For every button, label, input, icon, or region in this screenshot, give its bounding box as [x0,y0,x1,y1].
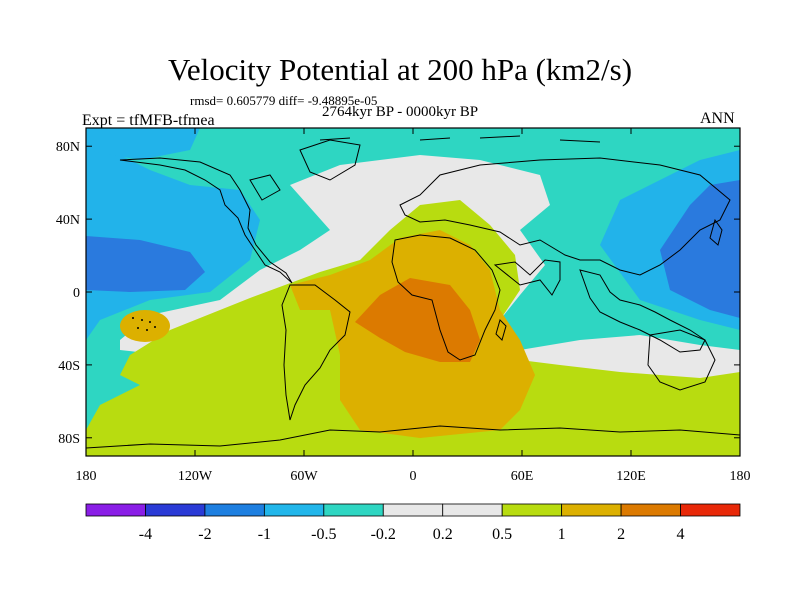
colorbar-label: 0.5 [492,526,512,543]
plot-title: Velocity Potential at 200 hPa (km2/s) [167,52,633,87]
colorbar-label: -2 [198,526,211,543]
colorbar-box [680,503,741,517]
colorbar-box [561,503,622,517]
colorbar-label: -0.5 [311,526,336,543]
lat-tick-label: 80S [58,432,80,447]
colorbar-label: 0.2 [433,526,453,543]
coast-arctic-islands [319,135,601,143]
lat-tick-label: 80N [56,140,80,155]
lon-tick-label: 60E [511,469,534,484]
colorbar-labels: -4 -2 -1 -0.5 -0.2 0.2 0.5 1 2 4 [139,526,685,543]
colorbar-box [323,503,384,517]
stipple-dots [132,317,156,331]
coast-africa [391,234,501,361]
lat-tick-label: 40S [58,359,80,374]
coast-hudson [249,174,281,201]
coast-australia [647,329,716,391]
lon-tick-label: 120W [178,469,213,484]
colorbar-boxes [85,503,741,517]
coast-arabia-india [493,259,561,296]
contour-fields [86,128,740,456]
colorbar-label: 4 [677,526,685,543]
coast-madagascar [495,319,507,341]
colorbar-box [85,503,146,517]
coast-japan [709,218,723,246]
coast-greenland [299,139,361,181]
coast-north-america [119,157,293,284]
field-blue-dark-west-pacific [660,180,740,318]
colorbar-box [382,503,444,517]
axis-labels: 180 120W 60W 0 60E 120E 180 80N 40N 0 40S 80S [56,140,751,484]
colorbar-label: -0.2 [371,526,396,543]
field-blue-dark-east-pacific [86,236,205,292]
lat-tick-label: 40N [56,213,80,228]
coast-europe-asia [399,157,731,276]
colorbar-label: -4 [139,526,152,543]
colorbar-box [263,503,325,517]
stats-line: rmsd= 0.605779 diff= -9.48895e-05 [190,93,378,108]
colorbar-label: -1 [258,526,271,543]
season-label: ANN [700,110,735,127]
colorbar-box [442,503,503,517]
colorbar-box [145,503,206,517]
colorbar-label: 1 [558,526,566,543]
colorbar-box [204,503,265,517]
colorbar-box [620,503,681,517]
field-orange-core [355,278,480,362]
lon-tick-label: 0 [410,469,417,484]
lon-tick-label: 180 [76,469,97,484]
lat-tick-label: 0 [73,286,80,301]
lon-tick-label: 180 [730,469,751,484]
colorbar-label: 2 [617,526,625,543]
period-label: 2764kyr BP - 0000kyr BP [322,104,479,120]
field-blue-topleft [86,128,200,160]
coast-antarctica [86,425,740,449]
lon-tick-label: 120E [616,469,646,484]
lon-tick-label: 60W [290,469,318,484]
coastlines [86,135,740,449]
axis-ticks [85,128,741,456]
colorbar-box [501,503,563,517]
experiment-label: Expt = tfMFB-tfmea [82,112,215,129]
coast-south-america [281,284,351,421]
